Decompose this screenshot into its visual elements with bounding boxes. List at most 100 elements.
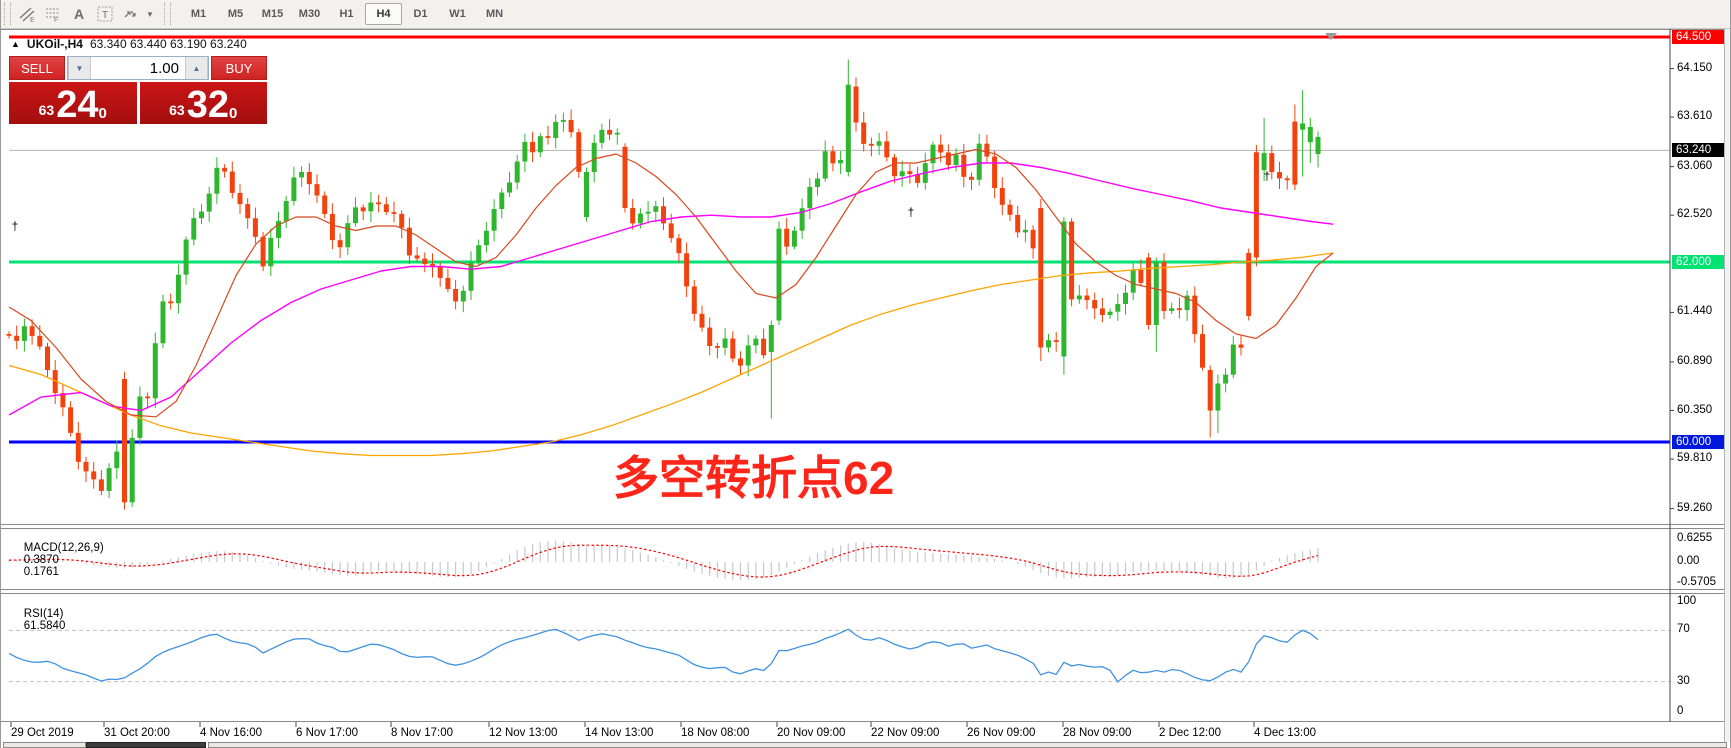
- time-axis-label: 29 Oct 2019: [11, 727, 74, 739]
- price-tick-label: 59.810: [1677, 452, 1713, 465]
- candle-body: [437, 266, 443, 278]
- candle-body: [791, 230, 797, 247]
- candle-body: [314, 184, 320, 196]
- time-axis-label: 6 Nov 17:00: [296, 727, 359, 739]
- candle-body: [376, 202, 382, 205]
- candle-body: [699, 313, 705, 328]
- time-axis-label: 2 Dec 12:00: [1159, 727, 1222, 739]
- equidistant-channel-icon[interactable]: E: [14, 3, 40, 25]
- candle-body: [1223, 374, 1229, 384]
- time-axis-label: 4 Nov 16:00: [200, 727, 263, 739]
- candle-body: [560, 119, 566, 122]
- volume-increase-button[interactable]: ▲: [185, 57, 208, 79]
- timeframe-button-m5[interactable]: M5: [227, 8, 244, 20]
- timeframe-button-h1[interactable]: H1: [339, 8, 354, 20]
- timeframe-button-d1[interactable]: D1: [413, 8, 428, 20]
- rsi-tick-label: 0: [1677, 705, 1684, 717]
- macd-tick-label: -0.5705: [1677, 576, 1717, 589]
- volume-value[interactable]: 1.00: [149, 59, 179, 77]
- candle-body: [68, 407, 74, 433]
- macd-main-value: 0.3870: [23, 554, 59, 566]
- candle-body: [1084, 295, 1090, 301]
- candle-body: [360, 207, 366, 212]
- candle-body: [206, 193, 212, 212]
- fibonacci-retracement-icon[interactable]: F: [40, 3, 66, 25]
- rsi-panel-separator[interactable]: [1, 589, 1730, 594]
- candle-body: [329, 213, 335, 241]
- vertical-scrollbar[interactable]: [1724, 29, 1730, 742]
- timeframe-button-h4[interactable]: H4: [365, 3, 402, 25]
- chart-tab[interactable]: [208, 742, 1727, 748]
- candle-body: [399, 213, 405, 228]
- candle-body: [383, 204, 389, 213]
- sell-price-button[interactable]: 63 24 0: [9, 82, 137, 124]
- buy-price-button[interactable]: 63 32 0: [139, 82, 267, 124]
- time-axis-label: 20 Nov 09:00: [777, 727, 846, 739]
- candle-body: [522, 141, 528, 162]
- buy-button[interactable]: BUY: [211, 56, 267, 80]
- candle-body: [1238, 344, 1244, 348]
- candle-body: [1261, 153, 1267, 171]
- timeframe-button-m30[interactable]: M30: [298, 8, 321, 20]
- price-tick-label: 60.890: [1677, 354, 1713, 367]
- dagger-marker-icon[interactable]: †: [12, 219, 19, 233]
- candle-body: [1015, 214, 1021, 233]
- timeframe-button-mn[interactable]: MN: [485, 8, 504, 20]
- arrow-objects-icon[interactable]: [118, 3, 144, 25]
- toolbar-grip[interactable]: [4, 3, 11, 25]
- timeframe-button-m1[interactable]: M1: [190, 8, 207, 20]
- chart-tab-active[interactable]: [86, 742, 206, 748]
- candle-body: [214, 167, 220, 194]
- candle-body: [6, 334, 12, 336]
- candle-body: [691, 286, 697, 314]
- candle-body: [738, 358, 743, 366]
- time-axis-label: 31 Oct 20:00: [104, 727, 170, 739]
- chart-shift-marker-icon[interactable]: [1325, 33, 1337, 40]
- price-tick-label: 60.350: [1677, 403, 1713, 416]
- candle-body: [1215, 383, 1221, 411]
- candle-body: [1115, 304, 1121, 312]
- candle-body: [838, 159, 844, 164]
- candle-body: [945, 152, 951, 166]
- candle-body: [868, 143, 874, 146]
- candle-body: [1146, 257, 1152, 325]
- macd-name: MACD(12,26,9): [23, 542, 104, 554]
- sell-button[interactable]: SELL: [9, 56, 65, 80]
- text-box-icon[interactable]: T: [92, 3, 118, 25]
- candle-body: [137, 396, 143, 438]
- timeframe-button-w1[interactable]: W1: [449, 8, 466, 20]
- candle-body: [29, 326, 35, 336]
- candle-body: [191, 218, 197, 240]
- candle-body: [337, 240, 343, 248]
- candle-body: [45, 346, 50, 371]
- candle-body: [1007, 204, 1013, 215]
- chart-tab[interactable]: [3, 742, 86, 748]
- candle-body: [345, 223, 351, 248]
- price-tick-label: 61.440: [1677, 305, 1713, 318]
- dagger-marker-icon[interactable]: †: [908, 205, 915, 219]
- macd-tick-label: 0.6255: [1677, 531, 1713, 544]
- candle-body: [576, 132, 582, 172]
- time-axis-label: 4 Dec 13:00: [1254, 727, 1317, 739]
- chart-annotation-text[interactable]: 多空转折点62: [613, 452, 895, 504]
- svg-text:T: T: [102, 10, 108, 21]
- candle-body: [676, 238, 682, 254]
- rsi-label: RSI(14) 61.5840: [11, 596, 66, 644]
- buy-price-prefix: 63: [169, 102, 185, 118]
- candle-body: [1046, 340, 1051, 348]
- dropdown-caret-icon[interactable]: ▼: [146, 9, 154, 19]
- volume-decrease-button[interactable]: ▼: [68, 57, 91, 79]
- timeframe-button-m15[interactable]: M15: [261, 8, 284, 20]
- candle-body: [237, 192, 243, 205]
- macd-panel-separator[interactable]: [1, 524, 1730, 529]
- collapse-triangle-icon[interactable]: ▲: [11, 39, 20, 49]
- candle-body: [745, 345, 751, 366]
- candle-body: [815, 178, 820, 187]
- symbol-period-label: UKOil-,H4: [26, 37, 83, 51]
- price-tick-label: 63.610: [1677, 110, 1713, 123]
- text-label-icon[interactable]: A: [73, 6, 85, 22]
- candle-body: [1284, 178, 1290, 181]
- dagger-marker-icon[interactable]: †: [1264, 169, 1271, 183]
- ma-mid-line: [8, 162, 1334, 416]
